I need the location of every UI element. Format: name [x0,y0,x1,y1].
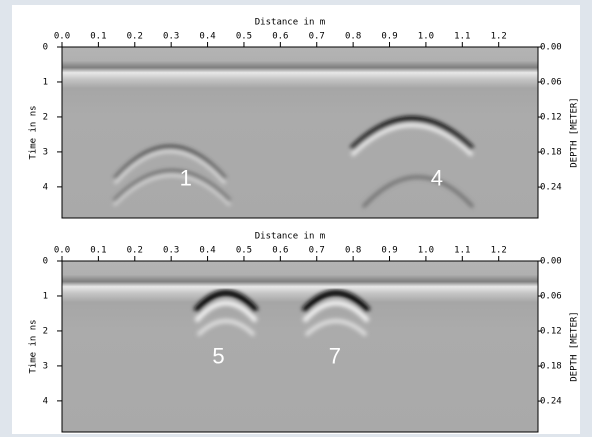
x-tick-label: 0.2 [127,246,143,256]
annotation: 4 [431,166,443,191]
annotation: 5 [212,344,224,369]
x-tick-label: 0.6 [272,246,288,256]
x-tick-label: 1.1 [454,32,470,42]
y2-axis-label: DEPTH [METER] [570,97,580,167]
axis-title: Distance in m [255,232,325,242]
x-tick-label: 0.1 [90,32,106,42]
x-tick-label: 0.3 [163,246,179,256]
y2-tick-label: 0.18 [540,148,562,158]
y-tick-label: 3 [43,147,48,157]
x-tick-label: 0.7 [309,32,325,42]
x-tick-label: 0.5 [236,246,252,256]
y2-tick-label: 0.18 [540,362,562,372]
x-tick-label: 0.5 [236,32,252,42]
y2-tick-label: 0.12 [540,113,562,123]
radargram-image [62,47,538,218]
x-tick-label: 0.4 [199,246,215,256]
annotation: 7 [329,344,341,369]
y-tick-label: 4 [43,396,48,406]
x-tick-label: 0.1 [90,246,106,256]
x-tick-label: 1.2 [491,246,507,256]
y-tick-label: 3 [43,361,48,371]
y-axis-label: Time in ns [29,319,39,373]
radargram-image [62,261,538,432]
x-tick-label: 0.3 [163,32,179,42]
y2-tick-label: 0.06 [540,292,562,302]
y-tick-label: 1 [43,291,48,301]
figure: Distance in m 0.0 0.1 0.2 0.3 0.4 0.5 0.6 0.7 0.8… [0,0,592,437]
x-tick-label: 0.7 [309,246,325,256]
x-tick-label: 0.8 [345,32,361,42]
axis-title: Distance in m [255,18,325,28]
x-tick-label: 1.2 [491,32,507,42]
x-tick-label: 1.0 [418,246,434,256]
x-tick-label: 0.4 [199,32,215,42]
y-axis-label: Time in ns [29,105,39,159]
x-tick-label: 1.0 [418,32,434,42]
x-tick-label: 0.0 [54,32,70,42]
y-tick-label: 2 [43,326,48,336]
y2-tick-label: 0.24 [540,183,562,193]
x-tick-label: 0.6 [272,32,288,42]
x-tick-label: 0.2 [127,32,143,42]
x-tick-label: 0.9 [381,32,397,42]
y-tick-label: 0 [43,257,48,267]
y2-axis-label: DEPTH [METER] [570,311,580,381]
x-tick-label: 0.9 [381,246,397,256]
x-tick-label: 0.0 [54,246,70,256]
y2-tick-label: 0.00 [540,257,562,267]
y-tick-label: 0 [43,43,48,53]
x-tick-label: 0.8 [345,246,361,256]
y2-tick-label: 0.00 [540,43,562,53]
y2-tick-label: 0.06 [540,78,562,88]
y-tick-label: 2 [43,112,48,122]
x-tick-label: 1.1 [454,246,470,256]
y2-tick-label: 0.12 [540,327,562,337]
y-tick-label: 1 [43,77,48,87]
y2-tick-label: 0.24 [540,397,562,407]
y-tick-label: 4 [43,182,48,192]
annotation: 1 [180,166,192,191]
